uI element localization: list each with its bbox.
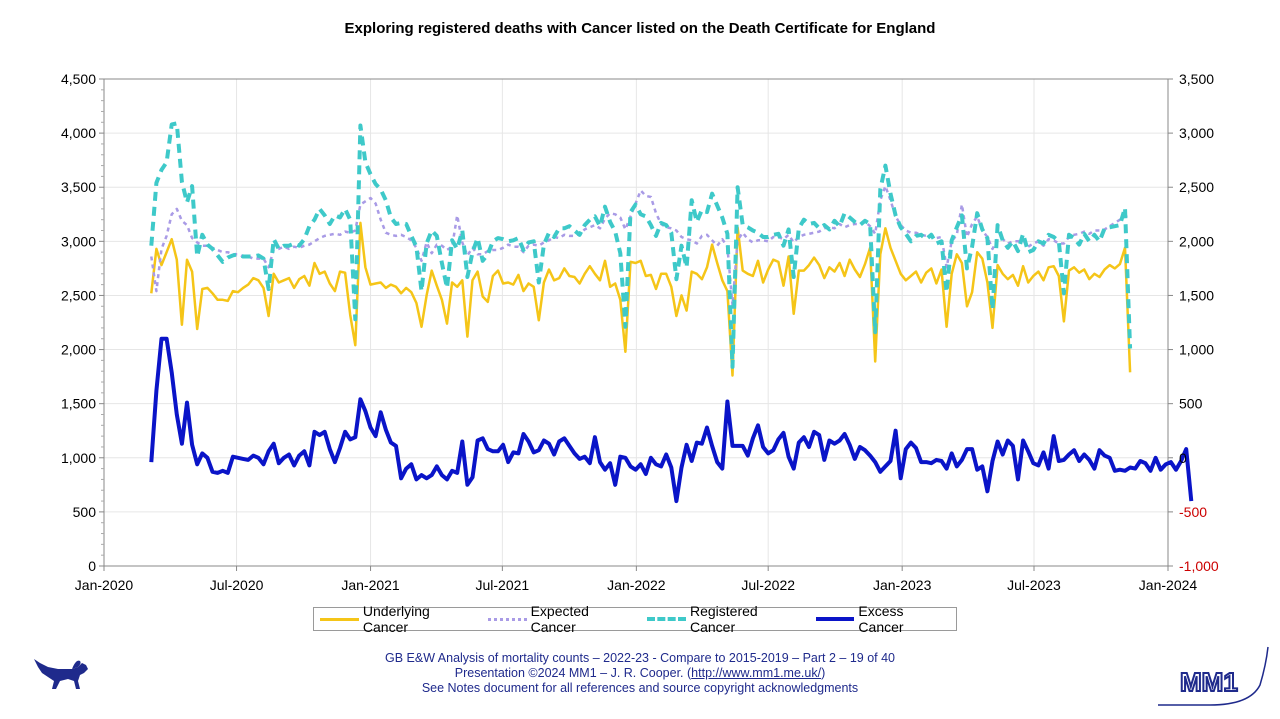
- footer-line-2: Presentation ©2024 MM1 – J. R. Cooper. (…: [0, 666, 1280, 681]
- dog-silhouette-icon: [34, 659, 88, 689]
- y-left-tick-label: 500: [73, 504, 97, 520]
- y-left-tick-label: 4,000: [61, 125, 96, 141]
- axis-labels: 0 500 1,000 1,500 2,000 2,500 3,000 3,500 4,000 4…: [61, 71, 1219, 593]
- legend-item-registered: Registered Cancer: [647, 603, 803, 635]
- series-layer: [149, 121, 1194, 504]
- y-left-tick-label: 0: [88, 558, 96, 574]
- y-right-tick-label: 500: [1179, 396, 1203, 412]
- y-right-tick-label: -500: [1179, 504, 1207, 520]
- y-right-tick-label: 3,500: [1179, 71, 1214, 87]
- y-left-tick-label: 4,500: [61, 71, 96, 87]
- footer-paren: ): [821, 666, 826, 680]
- footer: GB E&W Analysis of mortality counts – 20…: [0, 651, 1280, 696]
- y-right-tick-label: 2,500: [1179, 179, 1214, 195]
- y-right-tick-label: 3,000: [1179, 125, 1214, 141]
- legend-swatch-registered: [647, 617, 686, 621]
- series-line-registered-cancer: [149, 121, 1133, 369]
- y-right-tick-label: 1,500: [1179, 287, 1214, 303]
- footer-line-1: GB E&W Analysis of mortality counts – 20…: [385, 651, 895, 665]
- footer-url-link[interactable]: http://www.mm1.me.uk/: [691, 666, 822, 680]
- x-tick-label: Jan-2023: [873, 577, 932, 593]
- mm1-logo-icon: MM1: [1158, 646, 1269, 706]
- y-right-tick-label: -1,000: [1179, 558, 1219, 574]
- x-tick-label: Jan-2021: [341, 577, 400, 593]
- x-tick-label: Jul-2023: [1007, 577, 1061, 593]
- x-tick-label: Jul-2021: [476, 577, 530, 593]
- legend-swatch-underlying: [320, 617, 359, 621]
- y-left-tick-label: 3,500: [61, 179, 96, 195]
- series-line-underlying-cancer: [150, 221, 1132, 377]
- legend-swatch-expected: [487, 617, 527, 621]
- y-right-tick-label: 2,000: [1179, 233, 1214, 249]
- mm1-logo-text: MM1: [1180, 667, 1238, 697]
- x-tick-label: Jul-2022: [741, 577, 795, 593]
- legend-item-underlying: Underlying Cancer: [320, 603, 476, 635]
- y-left-tick-label: 1,000: [61, 450, 96, 466]
- x-tick-label: Jan-2022: [607, 577, 666, 593]
- footer-line-3: See Notes document for all references an…: [421, 681, 859, 695]
- y-left-tick-label: 3,000: [61, 233, 96, 249]
- y-left-tick-label: 1,500: [61, 396, 96, 412]
- legend-label-underlying: Underlying Cancer: [362, 603, 430, 635]
- chart-grid: [104, 79, 1168, 566]
- series-line-excess-cancer: [149, 336, 1194, 504]
- x-tick-label: Jan-2024: [1139, 577, 1198, 593]
- x-tick-label: Jan-2020: [75, 577, 134, 593]
- legend-swatch-excess: [815, 617, 855, 621]
- legend-label-registered: Registered Cancer: [689, 603, 758, 635]
- legend-label-expected: Expected Cancer: [530, 603, 589, 635]
- legend-item-excess: Excess Cancer: [815, 603, 950, 635]
- chart-title: Exploring registered deaths with Cancer …: [344, 20, 936, 37]
- footer-copyright: Presentation ©2024 MM1 – J. R. Cooper. (: [454, 666, 692, 680]
- legend-item-expected: Expected Cancer: [487, 603, 635, 635]
- x-tick-label: Jul-2020: [210, 577, 264, 593]
- axis-ticks: [99, 78, 1173, 571]
- legend-label-excess: Excess Cancer: [858, 603, 904, 635]
- y-left-tick-label: 2,500: [61, 287, 96, 303]
- y-right-tick-label: 1,000: [1179, 342, 1214, 358]
- y-left-tick-label: 2,000: [61, 342, 96, 358]
- y-right-tick-label: 0: [1179, 450, 1187, 466]
- chart-legend: Underlying Cancer Expected Cancer Regist…: [313, 603, 957, 635]
